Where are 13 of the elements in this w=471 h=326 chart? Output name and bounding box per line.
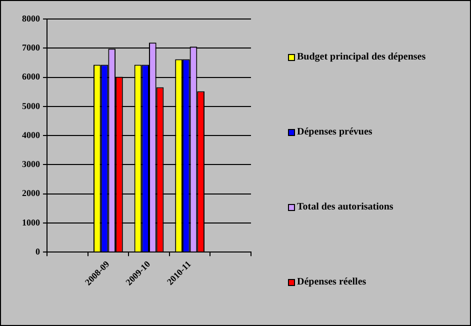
y-tick-label: 2000: [22, 188, 40, 198]
y-tick-label: 5000: [22, 100, 40, 111]
y-tick-label: 1000: [22, 217, 40, 228]
y-tick-label: 3000: [22, 159, 40, 170]
legend-label: Total des autorisations: [297, 202, 394, 213]
legend-label: Dépenses réelles: [297, 276, 366, 288]
y-tick-label: 6000: [22, 72, 40, 82]
y-tick-label: 7000: [22, 42, 40, 52]
y-tick-label: 0: [36, 246, 40, 256]
legend-label: Budget principal des dépenses: [297, 52, 426, 63]
legend-label: Dépenses prévues: [297, 126, 372, 138]
y-tick-label: 8000: [22, 13, 40, 24]
y-tick-label: 4000: [22, 130, 40, 140]
